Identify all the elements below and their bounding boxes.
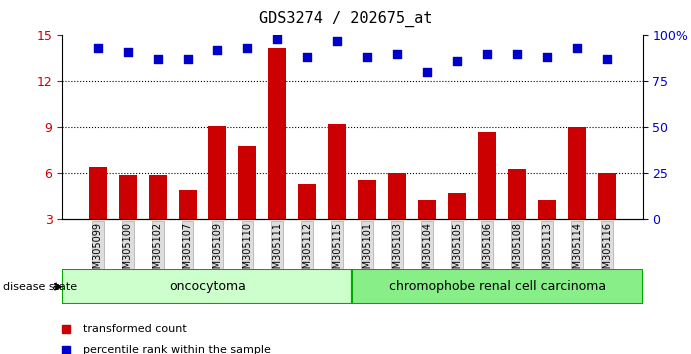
Point [542,55,553,60]
Point [182,57,193,62]
Bar [538,200,556,266]
Point [242,45,253,51]
Point [602,57,613,62]
Point [122,49,133,55]
FancyBboxPatch shape [352,269,643,304]
Bar [448,193,466,266]
Bar [149,175,167,266]
Bar [598,173,616,266]
Point [212,47,223,53]
Text: disease state: disease state [3,282,77,292]
FancyBboxPatch shape [62,269,352,304]
Text: oncocytoma: oncocytoma [169,280,246,293]
Text: chromophobe renal cell carcinoma: chromophobe renal cell carcinoma [389,280,606,293]
Point [362,55,373,60]
Bar [388,173,406,266]
Point [571,45,583,51]
Bar [509,169,527,266]
Bar [238,146,256,266]
Point [482,51,493,57]
Bar [568,127,586,266]
Text: percentile rank within the sample: percentile rank within the sample [83,346,271,354]
Point [392,51,403,57]
Point [272,36,283,42]
Bar [299,184,316,266]
Bar [269,48,287,266]
Text: transformed count: transformed count [83,324,187,334]
Bar [328,124,346,266]
Point [152,57,163,62]
Bar [418,200,436,266]
Point [332,38,343,44]
Bar [119,175,137,266]
Point [452,58,463,64]
Point [422,69,433,75]
Bar [359,179,377,266]
Point [92,45,103,51]
Text: GDS3274 / 202675_at: GDS3274 / 202675_at [259,11,432,27]
Bar [88,167,106,266]
Point [302,55,313,60]
Bar [178,190,196,266]
Point [512,51,523,57]
Bar [209,126,227,266]
Bar [478,132,496,266]
